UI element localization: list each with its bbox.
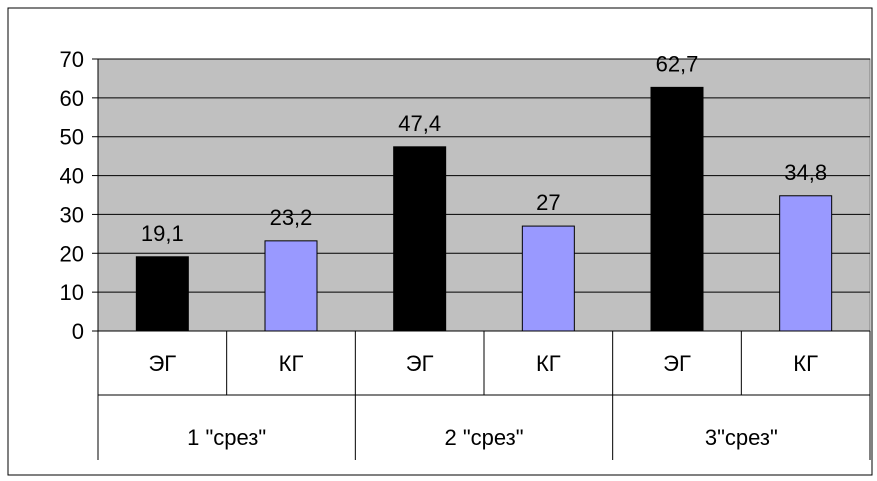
x-axis: ЭГ КГ ЭГ КГ ЭГ КГ 1 "срез" 2 "срез" 3"срез" bbox=[97, 330, 871, 460]
y-tick-label: 0 bbox=[72, 319, 84, 344]
value-labels: 19,1 23,2 47,4 27 62,7 34,8 bbox=[141, 51, 827, 245]
group-label: 1 "срез" bbox=[187, 425, 266, 450]
y-axis: 0 10 20 30 40 50 60 70 bbox=[60, 47, 99, 344]
x-tick-label: ЭГ bbox=[148, 351, 176, 376]
group-label: 2 "срез" bbox=[444, 425, 523, 450]
value-label: 23,2 bbox=[270, 205, 313, 230]
y-tick-label: 60 bbox=[60, 86, 84, 111]
group-label: 3"срез" bbox=[705, 425, 778, 450]
x-tick-label: КГ bbox=[279, 351, 304, 376]
y-tick-label: 50 bbox=[60, 125, 84, 150]
value-label: 47,4 bbox=[398, 111, 441, 136]
bar bbox=[650, 86, 704, 332]
value-label: 62,7 bbox=[656, 51, 699, 76]
x-tick-label: КГ bbox=[793, 351, 818, 376]
bars bbox=[135, 86, 833, 332]
gridlines bbox=[98, 58, 870, 293]
x-tick-label: КГ bbox=[536, 351, 561, 376]
bar bbox=[779, 195, 833, 332]
y-tick-label: 30 bbox=[60, 202, 84, 227]
value-label: 34,8 bbox=[784, 160, 827, 185]
bar bbox=[521, 225, 575, 332]
bar bbox=[264, 240, 318, 332]
x-tick-label: ЭГ bbox=[663, 351, 691, 376]
bar bbox=[135, 256, 189, 332]
y-tick-label: 10 bbox=[60, 280, 84, 305]
y-tick-label: 70 bbox=[60, 47, 84, 72]
y-tick-label: 40 bbox=[60, 164, 84, 189]
value-label: 19,1 bbox=[141, 221, 184, 246]
value-label: 27 bbox=[536, 190, 560, 215]
y-tick-label: 20 bbox=[60, 241, 84, 266]
plot-area bbox=[97, 58, 871, 332]
bar bbox=[393, 146, 447, 332]
x-tick-label: ЭГ bbox=[406, 351, 434, 376]
